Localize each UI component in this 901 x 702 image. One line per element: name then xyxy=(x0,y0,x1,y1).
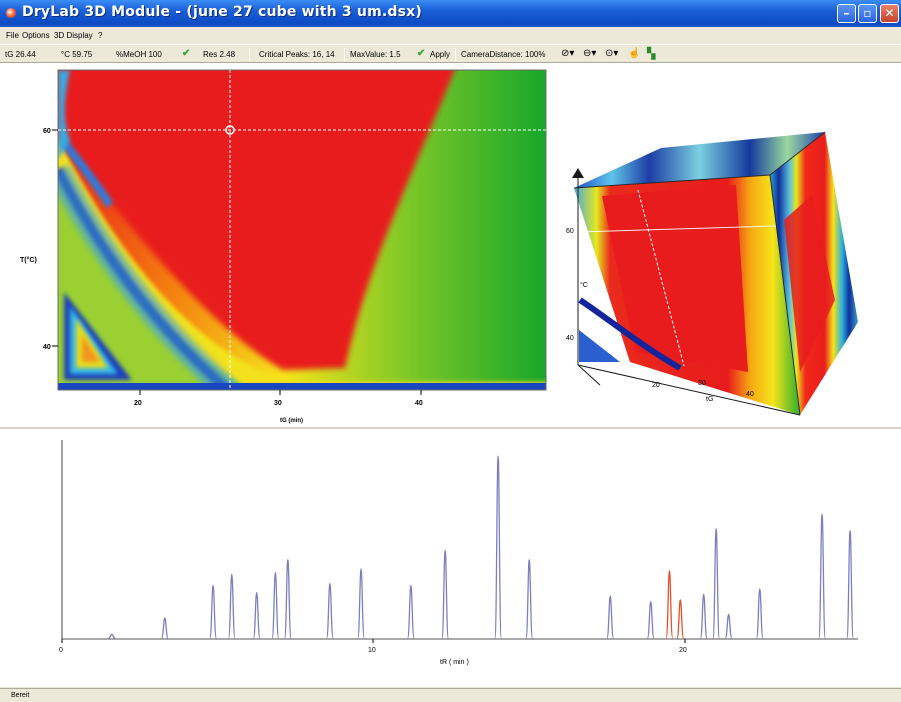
map-x-tick-40: 40 xyxy=(415,400,423,407)
menu-help[interactable]: ? xyxy=(98,31,103,40)
toolbar: tG 26.44 °C 59.75 %MeOH 100 ✔ Res 2.48 C… xyxy=(0,44,901,63)
camera-distance-value[interactable]: CameraDistance: 100% xyxy=(461,50,546,59)
cursor-marker[interactable] xyxy=(225,125,235,135)
rotate-y-icon[interactable]: ⊖▾ xyxy=(583,48,597,59)
map-x-tick-30: 30 xyxy=(274,400,282,407)
chromatogram-peak xyxy=(441,549,449,639)
map-x-label: tG (min) xyxy=(280,418,303,424)
chromatogram-peak xyxy=(606,595,615,639)
chromatogram[interactable]: 0 10 20 tR ( min ) xyxy=(59,440,858,666)
cube-y-axis-arrow xyxy=(572,168,584,178)
temperature-value[interactable]: °C 59.75 xyxy=(61,50,93,59)
chromatogram-peak xyxy=(818,513,826,639)
chromatogram-peaks xyxy=(108,455,854,639)
cube-edge xyxy=(769,131,826,176)
chromatogram-peak xyxy=(160,617,169,639)
chromatogram-peak xyxy=(209,584,217,639)
status-text: Bereit xyxy=(11,692,30,699)
cube-x-axis xyxy=(577,364,801,416)
maximize-button[interactable]: ▫ xyxy=(858,4,877,23)
apply-check-icon: ✔ xyxy=(417,48,426,59)
chromatogram-peak xyxy=(407,584,415,639)
chromatogram-peak xyxy=(712,528,720,639)
pointer-icon[interactable]: ☝ xyxy=(628,48,641,59)
cube-triangle xyxy=(579,330,620,362)
critical-peaks-value: Critical Peaks: 16, 14 xyxy=(259,50,335,59)
main-area: T(°C) 60 40 20 30 40 tG (min) xyxy=(0,63,901,687)
minimize-button[interactable]: – xyxy=(837,4,856,23)
chromatogram-peak xyxy=(283,559,292,639)
map-x-tick-20: 20 xyxy=(134,400,142,407)
cube-view[interactable]: 60 40 °C 20 30 40 tG xyxy=(566,131,858,416)
critical-peak xyxy=(665,570,674,639)
cube-x-tick-20: 20 xyxy=(652,382,660,389)
map-bottom-strip xyxy=(58,383,546,390)
toolbar-separator xyxy=(455,48,456,61)
resolution-value: Res 2.48 xyxy=(203,50,236,59)
cube-front-red xyxy=(602,185,748,372)
chromatogram-peak xyxy=(755,588,764,639)
map-cyan-halo xyxy=(58,164,238,390)
map-frame xyxy=(57,69,547,391)
meoh-value[interactable]: %MeOH 100 xyxy=(116,50,162,59)
cube-x-label: tG xyxy=(706,396,713,403)
chromatogram-x-tick-10: 10 xyxy=(368,647,376,654)
chromatogram-x-tick-20: 20 xyxy=(679,647,687,654)
status-bar: Bereit xyxy=(0,688,901,702)
chromatogram-peak xyxy=(525,559,534,639)
menu-options[interactable]: Options xyxy=(22,31,50,40)
apply-button[interactable]: Apply xyxy=(430,50,451,59)
chromatogram-peak xyxy=(699,593,708,639)
plots-canvas: T(°C) 60 40 20 30 40 tG (min) xyxy=(0,63,901,666)
menu-bar: File Options 3D Display ? xyxy=(0,27,901,44)
cube-side-red xyxy=(784,195,835,372)
chromatogram-peak xyxy=(646,600,655,639)
toolbar-separator xyxy=(344,48,345,61)
chromatogram-peak xyxy=(494,455,502,639)
cube-cursor-horizontal xyxy=(578,225,777,233)
chart-export-icon[interactable]: ▚ xyxy=(647,48,656,60)
map-y-label: T(°C) xyxy=(20,256,37,264)
map-y-tick-60: 60 xyxy=(43,128,51,135)
window-title: DryLab 3D Module - (june 27 cube with 3 … xyxy=(22,4,422,20)
chromatogram-peak xyxy=(724,613,733,639)
cube-x-tick-40: 40 xyxy=(746,391,754,398)
rotate-z-icon[interactable]: ⊙▾ xyxy=(605,48,619,59)
map-left-edge xyxy=(58,70,70,160)
check-icon: ✔ xyxy=(182,48,191,59)
chromatogram-peak xyxy=(252,591,261,639)
map-y-tick-40: 40 xyxy=(43,344,51,351)
resolution-map[interactable]: T(°C) 60 40 20 30 40 tG (min) xyxy=(20,63,560,430)
cube-y-tick-40: 40 xyxy=(566,335,574,342)
map-green-band xyxy=(58,177,254,390)
rotate-x-icon[interactable]: ⊘▾ xyxy=(561,48,575,59)
cube-cursor-vertical xyxy=(637,189,685,367)
close-button[interactable]: ✕ xyxy=(880,4,899,23)
tg-value[interactable]: tG 26.44 xyxy=(5,50,36,59)
chromatogram-peak xyxy=(846,529,854,639)
map-red-region xyxy=(58,70,455,370)
chromatogram-x-label: tR ( min ) xyxy=(440,659,469,666)
title-bar[interactable]: DryLab 3D Module - (june 27 cube with 3 … xyxy=(0,0,901,27)
cube-top-face xyxy=(574,132,825,188)
map-triangle-orange xyxy=(82,334,100,362)
max-value[interactable]: MaxValue: 1.5 xyxy=(350,50,401,59)
toolbar-separator xyxy=(249,48,250,61)
cube-y-label: °C xyxy=(580,281,588,289)
chromatogram-peak xyxy=(108,633,116,639)
menu-file[interactable]: File xyxy=(6,31,19,40)
chromatogram-peak xyxy=(357,568,365,639)
chromatogram-x-tick-0: 0 xyxy=(59,647,63,654)
menu-3d-display[interactable]: 3D Display xyxy=(54,31,93,40)
cube-blue-valley xyxy=(578,297,682,371)
critical-peak xyxy=(676,599,685,639)
chromatogram-peak xyxy=(326,582,334,639)
app-icon xyxy=(6,8,16,18)
cube-x-tick-30: 30 xyxy=(698,380,706,387)
chromatogram-peak xyxy=(271,571,280,639)
cube-z-axis xyxy=(577,364,601,386)
cube-y-tick-60: 60 xyxy=(566,228,574,235)
chromatogram-peak xyxy=(227,573,236,639)
